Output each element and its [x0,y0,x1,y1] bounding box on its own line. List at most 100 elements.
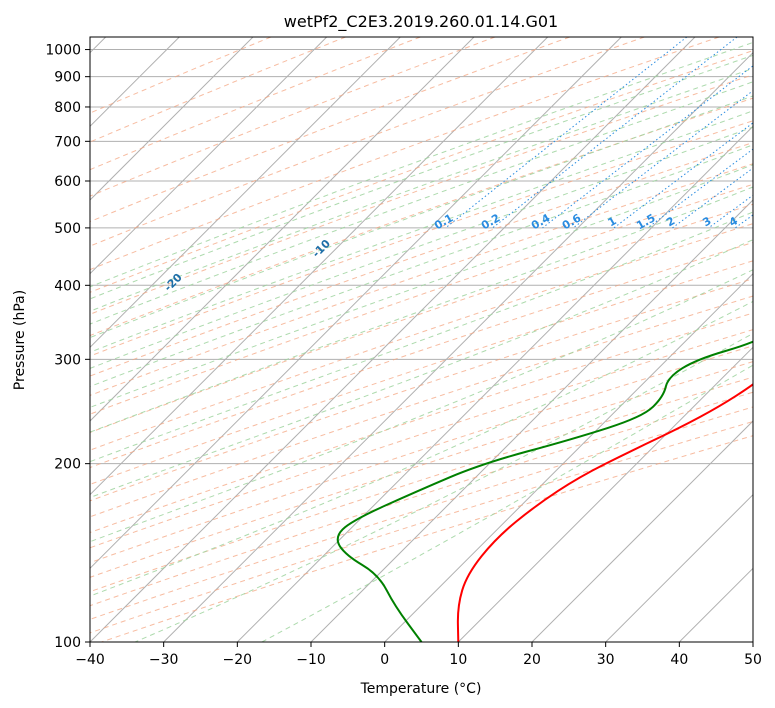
dry-adiabat-line [90,295,753,518]
y-tick-label: 800 [54,100,81,116]
dry-adiabat-line [90,37,421,171]
moist-adiabat-line [90,110,753,353]
y-tick-label: 300 [54,352,81,368]
y-tick-label: 400 [54,278,81,294]
mixing-ratio-label: 0.1 [432,211,455,232]
isotherm-gridline [90,37,328,275]
x-tick-label: −10 [296,652,326,668]
isotherm-gridline [752,641,753,642]
y-tick-label: 100 [54,635,81,651]
x-tick-label: −20 [223,652,253,668]
mixing-ratio-line [672,167,753,229]
mixing-ratio-label: 3 [700,214,713,229]
isotherm-gridline [236,125,753,642]
mixing-ratio-line [542,65,753,229]
isotherm-gridline [90,37,475,422]
y-tick-label: 500 [54,221,81,237]
dry-adiabat-label: -30 [29,301,52,324]
x-tick-label: 30 [597,652,615,668]
x-axis-label: Temperature (°C) [360,681,482,697]
dry-adiabat-line [90,241,753,469]
isotherm-gridline [457,346,753,642]
y-axis-label: Pressure (hPa) [12,290,28,390]
moist-adiabat-line [90,54,753,300]
mixing-ratio-line [613,122,753,229]
moist-adiabat-line [90,41,753,288]
x-tick-label: −40 [75,652,105,668]
y-tick-label: 200 [54,457,81,473]
isotherm-gridline [90,37,401,349]
moist-adiabat-line [90,67,753,312]
moist-adiabat-line [90,300,753,597]
chart-title: wetPf2_C2E3.2019.260.01.14.G01 [284,12,558,32]
moist-adiabat-line [90,269,753,543]
dry-adiabat-line [90,37,272,114]
x-tick-label: 20 [523,652,541,668]
series-layer [336,340,753,642]
dry-adiabat-line [90,391,753,607]
mixing-ratio-line [572,90,753,229]
grid-layer [90,37,753,642]
dry-adiabat-line [90,223,753,451]
mixing-ratio-label: 1.5 [634,211,657,232]
isotherm-gridline [605,493,753,642]
moist-adiabat-line [90,144,753,388]
x-tick-label: 0 [380,652,389,668]
x-axis: −40 −30 −20 −10 0 10 20 30 40 50 [75,642,762,668]
isotherm-gridline [90,37,696,642]
isotherm-gridline [163,51,753,642]
dry-adiabat-line [90,329,753,549]
isotherm-gridline [678,567,753,642]
temperature-line [456,383,753,642]
isotherm-gridline [531,420,753,642]
isotherm-gridline [90,37,549,496]
x-tick-label: 50 [744,652,762,668]
dry-adiabat-line [90,278,753,502]
moist-adiabat-line [261,364,753,642]
mixing-ratio-line [708,194,753,229]
mixing-ratio-line [492,37,738,229]
dry-adiabat-label: -10 [310,237,333,260]
y-tick-label: 900 [54,70,81,86]
dry-adiabat-line [90,142,753,377]
isotherm-gridline [90,37,622,570]
mixing-ratio-label: 1 [606,214,619,229]
guide-lines [90,37,753,642]
dry-adiabat-line [90,163,753,396]
dry-adiabat-line [90,120,753,357]
mixing-ratio-label: 4 [727,214,740,229]
dry-adiabat-line [101,435,753,642]
dry-adiabat-line [90,37,346,143]
isotherm-gridline [384,272,753,642]
y-tick-label: 600 [54,174,81,190]
dry-adiabat-line [90,312,753,534]
y-axis: 100 200 300 400 500 600 700 800 900 1000 [45,43,90,651]
dry-adiabat-label: -20 [162,271,185,294]
dry-adiabat-line [90,37,570,223]
dewpoint-line [336,340,753,642]
x-tick-label: 10 [449,652,467,668]
dry-adiabat-line [90,37,720,271]
dry-adiabat-line [90,361,753,578]
mixing-ratio-label: 0.2 [479,211,502,232]
moist-adiabat-line [90,211,753,463]
isotherm-gridline [90,37,254,201]
dry-adiabat-line [90,376,753,593]
mixing-ratio-label: 0.6 [560,211,584,232]
y-tick-label: 1000 [45,43,81,59]
dry-adiabat-line [90,74,753,315]
plot-frame [89,36,754,643]
moist-adiabat-line [90,81,753,325]
mixing-ratio-label: 2 [664,214,677,229]
dry-adiabat-line [90,50,753,293]
mixing-ratio-line [734,214,753,229]
x-tick-label: 40 [670,652,688,668]
mixing-ratio-label: 6 [766,214,775,229]
moist-adiabat-line [90,186,753,433]
dry-adiabat-line [90,345,753,564]
dry-adiabat-line [90,183,753,415]
moist-adiabat-line [90,126,753,369]
moist-adiabat-line [90,95,753,339]
mixing-ratio-label: 0.4 [529,211,553,232]
